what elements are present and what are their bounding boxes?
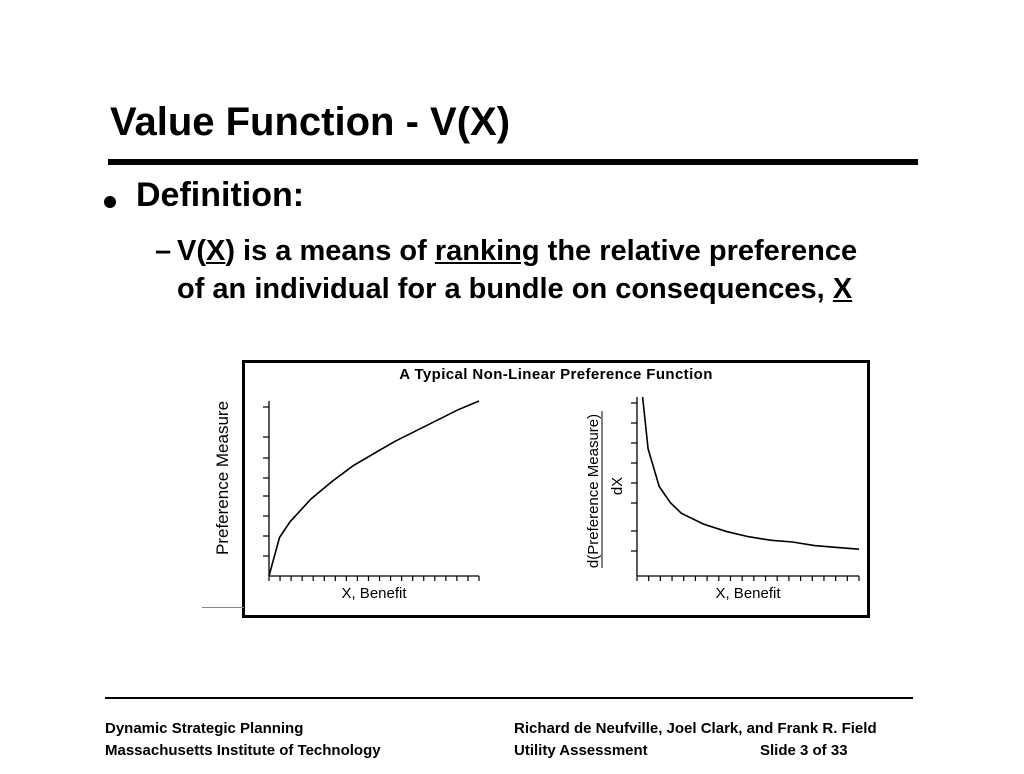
right-y-axis-label-numerator: d(Preference Measure) xyxy=(585,414,602,568)
text-relative-preference: the relative preference of an individual… xyxy=(177,235,858,305)
figure-title: A Typical Non-Linear Preference Function xyxy=(399,366,713,383)
sub-bullet-text: V(X) is a means of ranking the relative … xyxy=(177,232,877,308)
left-curve xyxy=(268,400,480,577)
title-rule xyxy=(108,159,918,165)
sub-bullet-dash: – xyxy=(155,235,172,267)
footer-slide-number: Slide 3 of 33 xyxy=(760,742,848,759)
preference-figure: A Typical Non-Linear Preference Function… xyxy=(242,360,870,618)
left-x-axis-label: X, Benefit xyxy=(341,585,407,602)
text-x-underlined: X xyxy=(206,235,226,267)
text-v-open: V( xyxy=(177,235,206,267)
text-ranking-underlined: ranking xyxy=(434,235,540,267)
footer-authors: Richard de Neufville, Joel Clark, and Fr… xyxy=(514,720,877,737)
right-curve xyxy=(641,396,860,550)
left-y-axis-label: Preference Measure xyxy=(213,400,232,555)
text-means-of: ) is a means of xyxy=(225,235,435,267)
bullet-dot-icon xyxy=(104,196,116,208)
footer-topic: Utility Assessment xyxy=(514,742,648,759)
bullet-label: Definition: xyxy=(136,176,305,214)
footer-course: Dynamic Strategic Planning xyxy=(105,720,304,737)
figure-charts: X, Benefit X, Benefit d(Preference Measure… xyxy=(263,396,860,602)
right-y-axis-label-denominator: dX xyxy=(609,477,626,495)
right-x-axis-label: X, Benefit xyxy=(715,585,781,602)
text-x-final-underlined: X xyxy=(832,273,853,305)
slide-title: Value Function - V(X) xyxy=(110,100,511,144)
footer-institution: Massachusetts Institute of Technology xyxy=(105,742,381,759)
stray-line xyxy=(202,607,244,608)
footer-rule xyxy=(105,697,913,699)
